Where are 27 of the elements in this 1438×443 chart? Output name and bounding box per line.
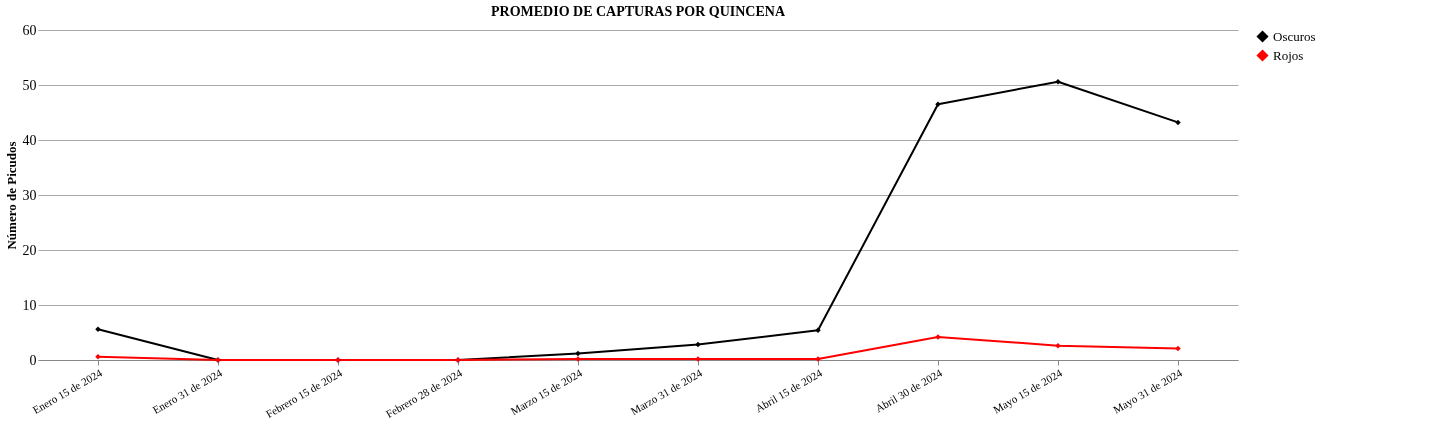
y-tick-label: 30	[22, 187, 37, 203]
y-tick-label: 50	[22, 77, 37, 93]
point	[815, 327, 821, 334]
x-tick-label: Abril 30 de 2024	[873, 366, 945, 415]
point	[1055, 342, 1061, 349]
point	[575, 350, 581, 357]
point	[95, 353, 101, 360]
y-tick-label: 60	[22, 22, 37, 38]
x-tick-label: Marzo 31 de 2024	[628, 366, 705, 418]
x-tick-label: Enero 31 de 2024	[150, 366, 225, 416]
point	[1175, 345, 1181, 352]
y-tick-label: 10	[22, 297, 37, 313]
legend-label: Oscuros	[1273, 28, 1316, 44]
point	[1175, 119, 1181, 126]
y-axis-title: Número de Picudos	[3, 141, 19, 250]
x-tick-label: Mayo 31 de 2024	[1111, 366, 1185, 416]
point	[695, 341, 701, 348]
y-tick-label: 20	[22, 242, 37, 258]
x-tick-label: Mayo 15 de 2024	[991, 366, 1065, 416]
x-tick-label: Marzo 15 de 2024	[508, 366, 585, 418]
y-tick-label: 0	[29, 352, 37, 368]
chart-title: PROMEDIO DE CAPTURAS POR QUINCENA	[490, 4, 786, 19]
point	[1055, 78, 1061, 85]
y-tick-label: 40	[22, 132, 37, 148]
x-tick-label: Abril 15 de 2024	[753, 366, 825, 415]
x-tick-label: Enero 15 de 2024	[30, 366, 105, 416]
legend-label: Rojos	[1273, 47, 1304, 63]
